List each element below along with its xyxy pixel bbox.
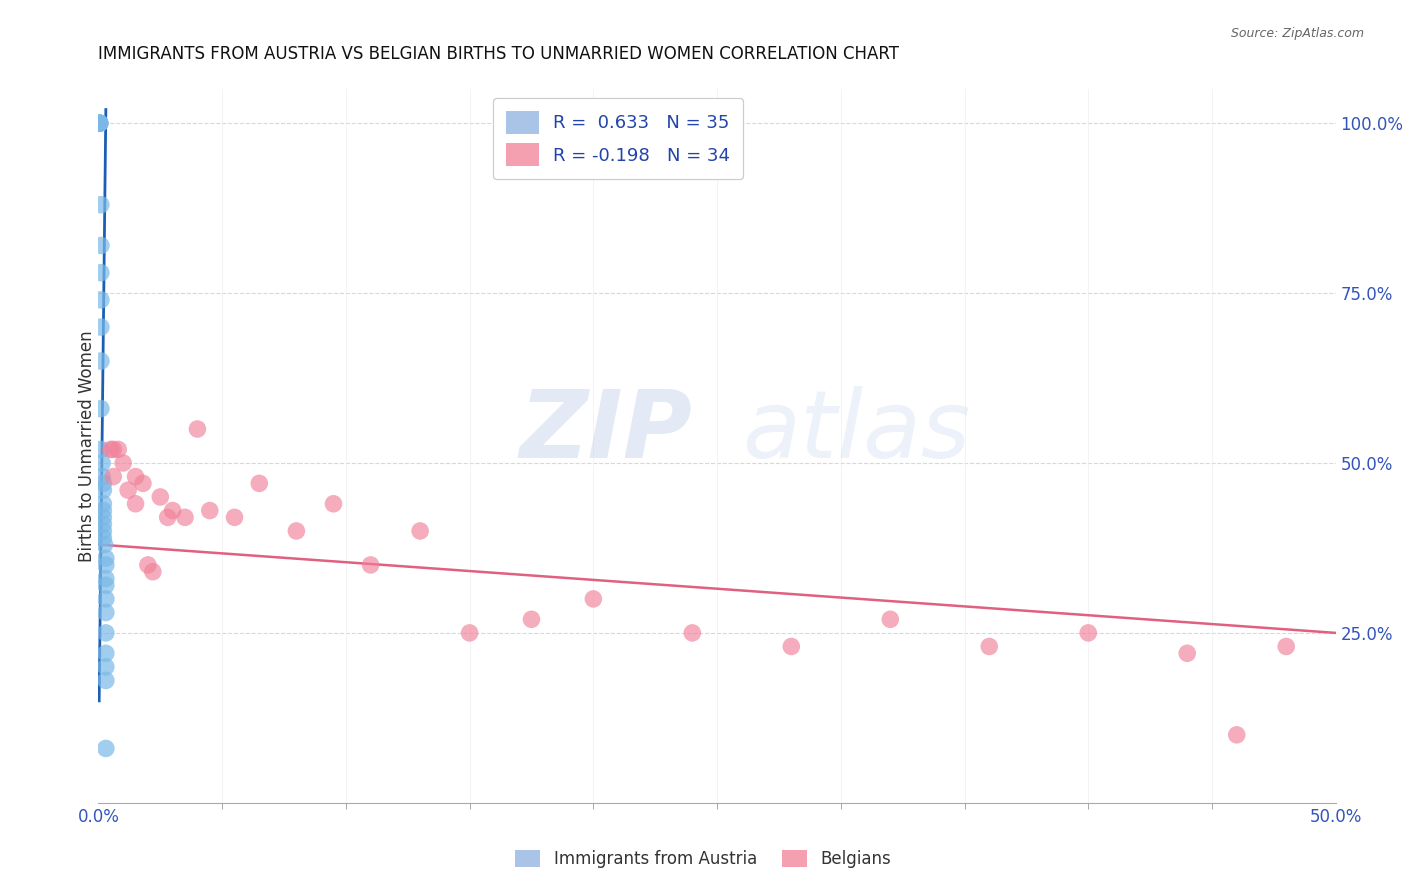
Point bbox=[124, 497, 146, 511]
Text: atlas: atlas bbox=[742, 386, 970, 477]
Point bbox=[107, 442, 129, 457]
Point bbox=[174, 510, 197, 524]
Point bbox=[1226, 728, 1249, 742]
Point bbox=[582, 591, 605, 606]
Point bbox=[93, 503, 115, 517]
Point bbox=[94, 606, 117, 620]
Text: ZIP: ZIP bbox=[519, 385, 692, 478]
Point bbox=[520, 612, 543, 626]
Point bbox=[90, 354, 112, 368]
Point bbox=[681, 626, 703, 640]
Point bbox=[112, 456, 135, 470]
Point bbox=[100, 442, 122, 457]
Point bbox=[156, 510, 179, 524]
Point bbox=[124, 469, 146, 483]
Point bbox=[1175, 646, 1198, 660]
Point bbox=[409, 524, 432, 538]
Point bbox=[89, 116, 111, 130]
Point bbox=[322, 497, 344, 511]
Point bbox=[458, 626, 481, 640]
Point bbox=[90, 442, 112, 457]
Text: Source: ZipAtlas.com: Source: ZipAtlas.com bbox=[1230, 27, 1364, 40]
Point bbox=[247, 476, 270, 491]
Point bbox=[94, 578, 117, 592]
Point bbox=[89, 116, 111, 130]
Point bbox=[186, 422, 208, 436]
Point bbox=[132, 476, 155, 491]
Point bbox=[90, 293, 112, 307]
Point bbox=[90, 238, 112, 252]
Point bbox=[117, 483, 139, 498]
Point bbox=[93, 524, 115, 538]
Point bbox=[94, 551, 117, 566]
Point bbox=[94, 673, 117, 688]
Point bbox=[93, 510, 115, 524]
Point bbox=[103, 442, 125, 457]
Point bbox=[89, 116, 111, 130]
Point bbox=[360, 558, 382, 572]
Point bbox=[198, 503, 221, 517]
Point bbox=[91, 469, 114, 483]
Point bbox=[90, 266, 112, 280]
Point bbox=[780, 640, 803, 654]
Point bbox=[136, 558, 159, 572]
Point bbox=[285, 524, 308, 538]
Point bbox=[94, 660, 117, 674]
Y-axis label: Births to Unmarried Women: Births to Unmarried Women bbox=[79, 330, 96, 562]
Point bbox=[142, 565, 165, 579]
Point bbox=[94, 558, 117, 572]
Point bbox=[90, 401, 112, 416]
Point bbox=[94, 626, 117, 640]
Legend: Immigrants from Austria, Belgians: Immigrants from Austria, Belgians bbox=[509, 843, 897, 875]
Point bbox=[90, 198, 112, 212]
Point bbox=[149, 490, 172, 504]
Point bbox=[879, 612, 901, 626]
Point bbox=[94, 572, 117, 586]
Point bbox=[94, 646, 117, 660]
Point bbox=[93, 483, 115, 498]
Point bbox=[93, 476, 115, 491]
Point bbox=[94, 741, 117, 756]
Point bbox=[162, 503, 184, 517]
Point bbox=[1275, 640, 1298, 654]
Point bbox=[224, 510, 246, 524]
Point bbox=[90, 320, 112, 334]
Point bbox=[103, 469, 125, 483]
Point bbox=[93, 531, 115, 545]
Point bbox=[93, 497, 115, 511]
Point bbox=[94, 591, 117, 606]
Text: IMMIGRANTS FROM AUSTRIA VS BELGIAN BIRTHS TO UNMARRIED WOMEN CORRELATION CHART: IMMIGRANTS FROM AUSTRIA VS BELGIAN BIRTH… bbox=[98, 45, 900, 62]
Point bbox=[93, 537, 115, 551]
Point bbox=[89, 116, 111, 130]
Legend: R =  0.633   N = 35, R = -0.198   N = 34: R = 0.633 N = 35, R = -0.198 N = 34 bbox=[494, 98, 742, 179]
Point bbox=[91, 456, 114, 470]
Point bbox=[93, 517, 115, 532]
Point bbox=[979, 640, 1001, 654]
Point bbox=[1077, 626, 1099, 640]
Point bbox=[89, 116, 111, 130]
